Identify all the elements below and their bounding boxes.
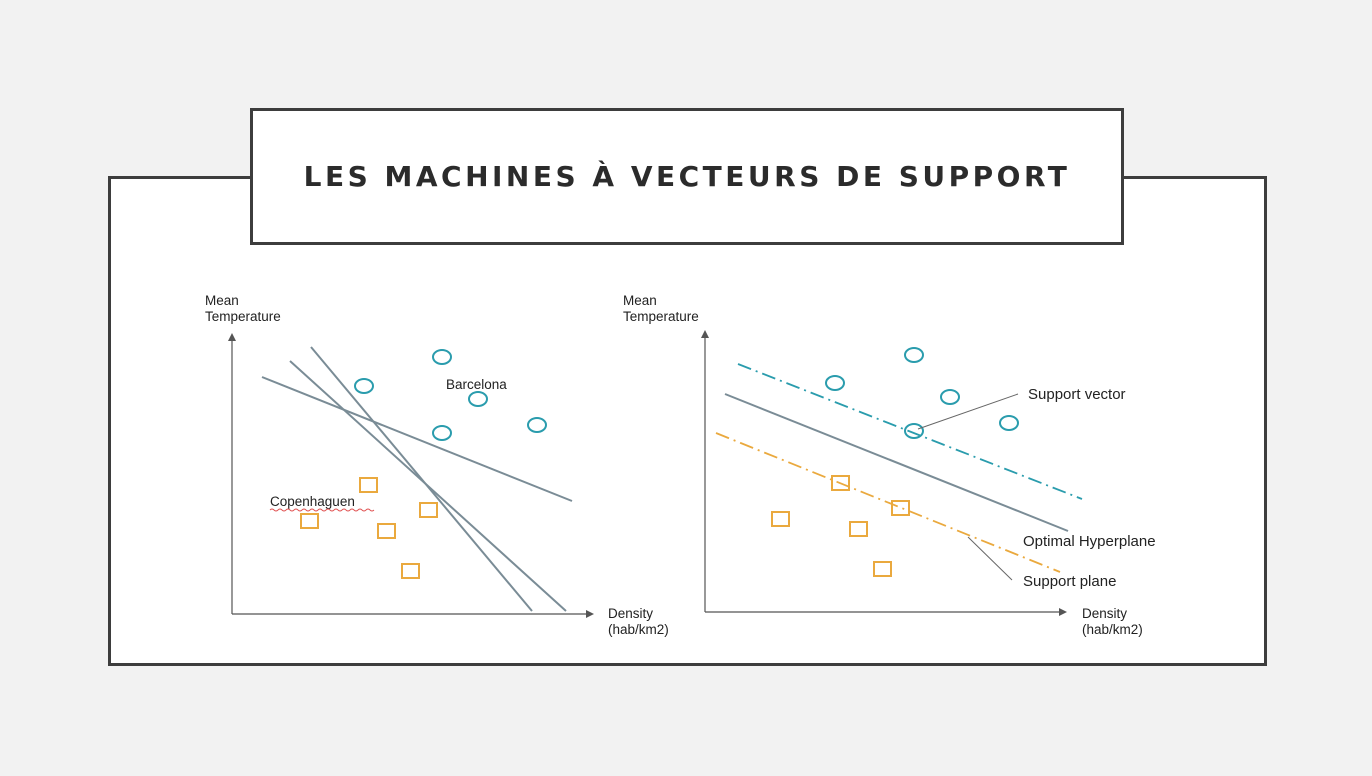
- right-x-axis-label-line-1: Density: [1082, 606, 1127, 621]
- right-square-points: [771, 475, 910, 577]
- page-title: LES MACHINES À VECTEURS DE SUPPORT: [303, 160, 1071, 193]
- upper-support-plane: [737, 363, 1083, 500]
- left-x-axis-label-line-1: Density: [608, 606, 653, 621]
- left-separator-line-1: [261, 376, 573, 502]
- title-box: LES MACHINES À VECTEURS DE SUPPORT: [250, 108, 1124, 245]
- left-square-points: [300, 477, 438, 579]
- square-marker-icon: [771, 511, 790, 527]
- square-marker-icon: [873, 561, 892, 577]
- left-diagram: Mean Temperature Density (hab/km2): [205, 293, 669, 637]
- left-circle-points: [354, 349, 547, 441]
- lower-support-plane: [715, 432, 1061, 573]
- circle-marker-icon: [904, 347, 924, 363]
- right-circle-points: [825, 347, 1019, 439]
- support-vector-circle-icon: [904, 423, 924, 439]
- circle-marker-icon: [354, 378, 374, 394]
- right-y-axis-label-line-2: Temperature: [623, 309, 699, 324]
- support-vector-leader: [917, 393, 1019, 430]
- support-vector-annotation: Support vector: [1028, 386, 1126, 403]
- square-marker-icon: [359, 477, 378, 493]
- barcelona-label: Barcelona: [446, 377, 507, 392]
- square-marker-icon: [849, 521, 868, 537]
- circle-marker-icon: [940, 389, 960, 405]
- spellcheck-squiggle: [269, 508, 375, 512]
- right-diagram: Mean Temperature Density (hab/km2): [623, 293, 1156, 637]
- support-plane-leader: [967, 536, 1013, 581]
- optimal-hyperplane-annotation: Optimal Hyperplane: [1023, 533, 1156, 550]
- support-plane-annotation: Support plane: [1023, 573, 1116, 590]
- left-separator-line-3: [310, 346, 533, 612]
- left-x-axis-label-line-2: (hab/km2): [608, 622, 669, 637]
- circle-marker-icon: [468, 391, 488, 407]
- square-marker-icon: [401, 563, 420, 579]
- square-marker-icon: [419, 502, 438, 518]
- content-frame: [108, 176, 1267, 666]
- circle-marker-icon: [825, 375, 845, 391]
- support-vector-square-icon: [831, 475, 850, 491]
- circle-marker-icon: [432, 425, 452, 441]
- optimal-hyperplane-line: [724, 393, 1069, 532]
- right-x-axis-label-line-2: (hab/km2): [1082, 622, 1143, 637]
- circle-marker-icon: [432, 349, 452, 365]
- right-y-axis-label-line-1: Mean: [623, 293, 657, 308]
- circle-marker-icon: [527, 417, 547, 433]
- left-y-axis-label-line-1: Mean: [205, 293, 239, 308]
- support-vector-square-icon: [891, 500, 910, 516]
- circle-marker-icon: [999, 415, 1019, 431]
- square-marker-icon: [377, 523, 396, 539]
- copenhaguen-label: Copenhaguen: [270, 494, 355, 509]
- square-marker-icon: [300, 513, 319, 529]
- left-y-axis-label-line-2: Temperature: [205, 309, 281, 324]
